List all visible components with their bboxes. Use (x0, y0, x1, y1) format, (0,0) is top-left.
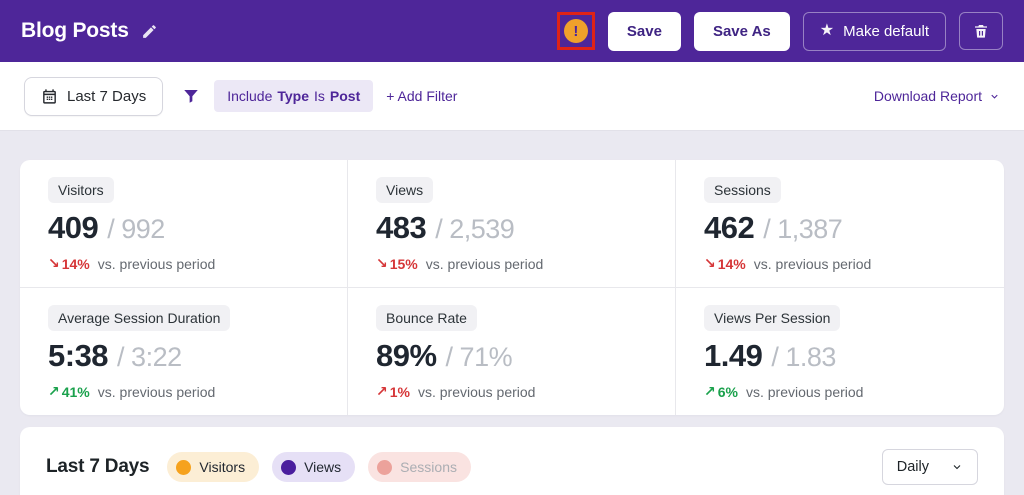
legend-toggle-sessions[interactable]: Sessions (368, 452, 471, 482)
chevron-down-icon (991, 94, 998, 99)
stat-card-views-per-session[interactable]: Views Per Session 1.49 / 1.83 ↗ 6% vs. p… (676, 288, 1004, 415)
stat-label: Visitors (48, 177, 114, 203)
chart-header: Last 7 Days Visitors Views Sessions Dail… (20, 427, 1004, 495)
trend-arrow-icon: ↗ (376, 383, 388, 399)
legend-label: Visitors (199, 459, 246, 475)
warning-highlight-box: ! (556, 12, 595, 50)
stat-previous-value: / 3:22 (117, 342, 182, 372)
stat-value: 483 (376, 210, 427, 245)
change-note: vs. previous period (745, 383, 864, 400)
trend-arrow-icon: ↘ (704, 255, 716, 271)
report-header: Blog Posts ! Save Save As ★ Make default (0, 0, 1024, 62)
legend-dot-sessions (377, 459, 393, 475)
stat-value: 1.49 (704, 338, 763, 373)
filter-part: Type (277, 88, 310, 104)
stat-card-bounce-rate[interactable]: Bounce Rate 89% / 71% ↗ 1% vs. previous … (348, 288, 676, 415)
filter-part: Post (329, 88, 361, 104)
save-button[interactable]: Save (607, 11, 681, 51)
trend-arrow-icon: ↘ (48, 255, 60, 271)
stat-card-avg-session-duration[interactable]: Average Session Duration 5:38 / 3:22 ↗ 4… (20, 288, 348, 415)
stat-previous-value: / 992 (107, 214, 165, 244)
stat-value: 89% (376, 338, 437, 373)
stat-label: Views Per Session (704, 305, 841, 331)
stat-value: 5:38 (48, 338, 109, 373)
make-default-label: Make default (843, 22, 929, 40)
delete-report-button[interactable] (959, 12, 1003, 50)
stat-value: 409 (48, 210, 99, 245)
date-range-label: Last 7 Days (67, 87, 147, 105)
star-icon: ★ (819, 22, 835, 39)
make-default-button[interactable]: ★ Make default (802, 11, 946, 51)
unsaved-changes-warning-icon: ! (563, 19, 588, 43)
page-title: Blog Posts (21, 19, 129, 42)
legend-label: Views (304, 459, 342, 475)
chart-panel: Last 7 Days Visitors Views Sessions Dail… (20, 427, 1004, 495)
download-report-button[interactable]: Download Report (874, 88, 1000, 104)
filter-part: Include (227, 88, 273, 104)
change-percent: 14% (61, 255, 90, 272)
stat-label: Average Session Duration (48, 305, 231, 331)
change-note: vs. previous period (417, 383, 536, 400)
edit-title-button[interactable] (141, 23, 158, 40)
active-filter-chip[interactable]: Include Type Is Post (214, 80, 374, 112)
add-filter-button[interactable]: + Add Filter (386, 88, 458, 104)
stat-card-visitors[interactable]: Visitors 409 / 992 ↘ 14% vs. previous pe… (20, 160, 348, 288)
stat-previous-value: / 1.83 (771, 342, 836, 372)
change-percent: 41% (61, 383, 90, 400)
change-note: vs. previous period (753, 255, 872, 272)
chart-title: Last 7 Days (46, 456, 150, 477)
pencil-icon (142, 24, 156, 38)
trend-arrow-icon: ↗ (48, 383, 60, 399)
stat-card-sessions[interactable]: Sessions 462 / 1,387 ↘ 14% vs. previous … (676, 160, 1004, 288)
header-actions: ! Save Save As ★ Make default (556, 11, 1003, 51)
legend-label: Sessions (400, 459, 457, 475)
title-wrap: Blog Posts (21, 19, 158, 43)
trash-icon (975, 25, 987, 38)
stat-value: 462 (704, 210, 755, 245)
filter-funnel-icon (182, 87, 200, 105)
stat-card-views[interactable]: Views 483 / 2,539 ↘ 15% vs. previous per… (348, 160, 676, 288)
trend-arrow-icon: ↗ (704, 383, 716, 399)
stat-previous-value: / 71% (445, 342, 513, 372)
chevron-down-icon (953, 465, 961, 470)
interval-label: Daily (896, 459, 929, 475)
trend-arrow-icon: ↘ (376, 255, 388, 271)
stats-panel: Visitors 409 / 992 ↘ 14% vs. previous pe… (20, 160, 1004, 415)
legend-dot-visitors (176, 459, 192, 475)
stat-label: Sessions (704, 177, 781, 203)
change-percent: 15% (389, 255, 418, 272)
calendar-icon (43, 88, 56, 104)
legend-toggle-visitors[interactable]: Visitors (167, 452, 260, 482)
stat-previous-value: / 2,539 (435, 214, 515, 244)
filter-part: Is (314, 88, 325, 104)
download-report-label: Download Report (873, 88, 982, 104)
filter-toolbar: Last 7 Days Include Type Is Post + Add F… (0, 62, 1024, 131)
save-as-button[interactable]: Save As (693, 11, 790, 51)
change-note: vs. previous period (97, 255, 216, 272)
date-range-button[interactable]: Last 7 Days (24, 76, 164, 116)
stat-label: Bounce Rate (376, 305, 477, 331)
chart-legend: Visitors Views Sessions (167, 452, 471, 482)
legend-dot-views (281, 459, 297, 475)
change-percent: 6% (717, 383, 738, 400)
change-percent: 14% (717, 255, 746, 272)
change-percent: 1% (389, 383, 410, 400)
stat-previous-value: / 1,387 (763, 214, 843, 244)
interval-select[interactable]: Daily (881, 449, 978, 485)
legend-toggle-views[interactable]: Views (272, 452, 356, 482)
stat-label: Views (376, 177, 434, 203)
change-note: vs. previous period (425, 255, 544, 272)
change-note: vs. previous period (97, 383, 216, 400)
